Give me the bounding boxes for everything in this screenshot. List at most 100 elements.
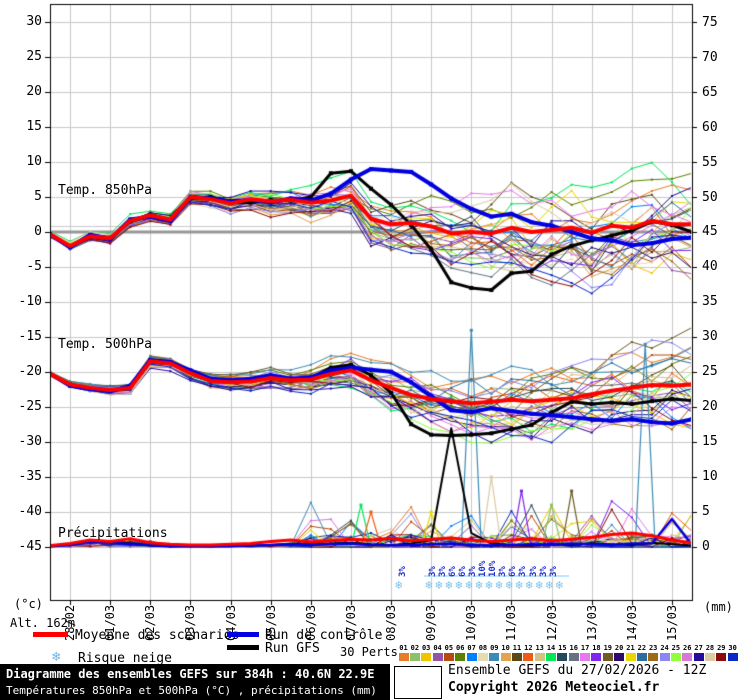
legend-control-label: Run de contrôle — [265, 628, 383, 643]
left-axis-tick: -5 — [26, 258, 42, 274]
perturbation-color-swatch — [670, 653, 681, 661]
snow-risk-percent: 3% — [468, 566, 479, 577]
panel-label-850: Temp. 850hPa — [58, 183, 152, 198]
right-axis-tick: 10 — [702, 469, 718, 485]
perturbation-color-swatch — [489, 653, 500, 661]
perturbation-number: 06 — [456, 644, 465, 652]
left-axis-tick: -30 — [18, 433, 42, 449]
left-axis-tick: -35 — [18, 468, 42, 484]
right-axis-tick: 25 — [702, 364, 718, 380]
right-axis-unit: (mm) — [704, 600, 733, 614]
perturbation-color-swatch — [602, 653, 613, 661]
right-axis-tick: 75 — [702, 14, 718, 30]
perturbation-number: 28 — [705, 644, 715, 652]
perturbation-color-swatch — [636, 653, 647, 661]
date-label: 08/03 — [384, 604, 399, 641]
perturbation-number: 09 — [490, 644, 499, 652]
snowflake-icon: ❄ — [455, 578, 463, 592]
perturbation-number: 16 — [569, 644, 578, 652]
perturbation-color-swatch — [591, 653, 602, 661]
snowflake-icon: ❄ — [525, 578, 533, 592]
perturbation-number: 15 — [558, 644, 567, 652]
diagram-title: Diagramme des ensembles GEFS sur 384h : … — [6, 667, 375, 681]
legend-perts-count: 30 Perts. — [340, 645, 406, 659]
snowflake-icon: ❄ — [485, 578, 493, 592]
snowflake-icon: ❄ — [505, 578, 513, 592]
perturbation-color-swatch — [727, 653, 738, 661]
right-axis-tick: 50 — [702, 189, 718, 205]
date-label: 14/03 — [624, 604, 639, 641]
perturbation-color-swatch — [500, 653, 511, 661]
left-axis-tick: 0 — [34, 224, 42, 239]
perturbation-color-swatch — [421, 653, 432, 661]
date-label: 15/03 — [664, 604, 679, 641]
footer-empty-box — [394, 666, 442, 699]
perturbation-color-swatch — [546, 653, 557, 661]
legend-mean-swatch — [33, 632, 68, 637]
snow-risk-percent: 3% — [548, 566, 559, 577]
perturbation-number: 29 — [717, 644, 726, 652]
run-info: Ensemble GEFS du 27/02/2026 - 12Z — [448, 663, 707, 678]
diagram-subtitle: Températures 850hPa et 500hPa (°C) , pré… — [6, 684, 377, 697]
perturbation-number: 12 — [524, 644, 533, 652]
perturbation-number: 11 — [512, 644, 522, 652]
perturbation-color-swatch — [557, 653, 568, 661]
left-axis-tick: 30 — [26, 14, 42, 30]
left-axis-tick: 10 — [26, 154, 42, 170]
snow-risk-percent: 10% — [488, 560, 499, 577]
left-axis-tick: 25 — [26, 49, 42, 65]
date-label: 13/03 — [584, 604, 599, 641]
date-label: 10/03 — [464, 604, 479, 641]
perturbation-color-swatch — [693, 653, 704, 661]
perturbation-number: 07 — [467, 644, 476, 652]
snowflake-icon: ❄ — [545, 578, 553, 592]
snow-risk-percent: 3% — [438, 566, 449, 577]
perturbation-number: 19 — [603, 644, 613, 652]
snowflake-icon: ❄ — [475, 578, 483, 592]
copyright: Copyright 2026 Meteociel.fr — [448, 680, 660, 695]
perturbation-number: 22 — [637, 644, 647, 652]
left-axis-tick: -45 — [18, 538, 42, 554]
perturbation-number: 27 — [694, 644, 703, 652]
left-axis-tick: -10 — [18, 293, 42, 309]
right-axis-tick: 15 — [702, 434, 718, 450]
legend-snow-label: Risque neige — [78, 651, 172, 666]
snow-risk-percent: 10% — [478, 560, 489, 577]
snowflake-icon: ❄ — [515, 578, 523, 592]
perturbation-color-swatch — [534, 653, 545, 661]
right-axis-tick: 55 — [702, 154, 718, 170]
legend-gfs-swatch — [227, 645, 259, 650]
snow-risk-percent: 6% — [458, 566, 469, 577]
perturbation-number: 03 — [421, 644, 431, 652]
perturbation-color-swatch — [648, 653, 659, 661]
legend-gfs-label: Run GFS — [265, 641, 320, 656]
perturbation-number: 30 — [728, 644, 737, 652]
legend-control-swatch — [227, 632, 259, 637]
legend-mean-label: Moyenne des scénarios — [75, 628, 240, 643]
snow-risk-percent: 3% — [428, 566, 439, 577]
perturbation-color-swatch — [614, 653, 625, 661]
snowflake-icon: ❄ — [535, 578, 543, 592]
snowflake-icon: ❄ — [445, 578, 453, 592]
right-axis-tick: 20 — [702, 399, 718, 415]
perturbation-color-swatch — [704, 653, 715, 661]
left-axis-tick: -25 — [18, 398, 42, 414]
perturbation-color-swatch — [477, 653, 488, 661]
perturbation-number: 04 — [433, 644, 442, 652]
date-label: 11/03 — [504, 604, 519, 641]
left-axis-tick: 20 — [26, 84, 42, 100]
snowflake-icon: ❄ — [435, 578, 443, 592]
perturbation-color-swatch — [580, 653, 591, 661]
perturbation-number: 10 — [501, 644, 510, 652]
perturbation-number: 26 — [683, 644, 692, 652]
perturbation-color-swatch — [443, 653, 454, 661]
panel-label-500: Temp. 500hPa — [58, 337, 152, 352]
snowflake-icon: ❄ — [52, 649, 61, 665]
snow-risk-percent: 6% — [508, 566, 519, 577]
perturbation-number: 24 — [660, 644, 669, 652]
perturbation-number: 23 — [648, 644, 658, 652]
snowflake-icon: ❄ — [465, 578, 473, 592]
snow-risk-percent: 3% — [518, 566, 529, 577]
right-axis-tick: 30 — [702, 329, 718, 345]
